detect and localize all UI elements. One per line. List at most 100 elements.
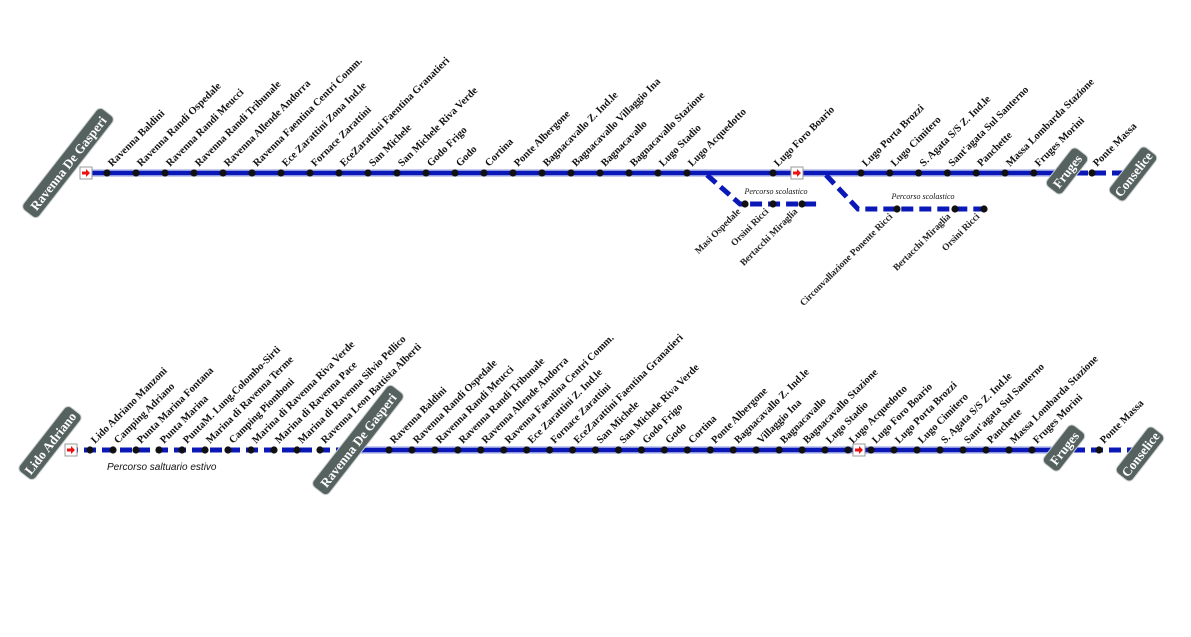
- stop-marker[interactable]: [422, 169, 430, 177]
- branch-stop-label: Circonvallazione Ponente Ricci: [799, 212, 896, 309]
- stop-marker[interactable]: [1095, 446, 1103, 454]
- stop-marker[interactable]: [769, 200, 777, 208]
- stop-marker[interactable]: [248, 169, 256, 177]
- stop-marker[interactable]: [943, 169, 952, 177]
- stop-marker[interactable]: [509, 169, 517, 177]
- stop-marker[interactable]: [277, 169, 285, 177]
- stop-marker[interactable]: [569, 446, 577, 454]
- stop-marker[interactable]: [538, 169, 546, 177]
- stop-marker[interactable]: [270, 446, 278, 454]
- stop-marker[interactable]: [431, 446, 439, 454]
- stop-marker[interactable]: [190, 169, 198, 177]
- stop-marker[interactable]: [393, 169, 401, 177]
- stop-marker[interactable]: [224, 446, 232, 454]
- stop-marker[interactable]: [915, 169, 923, 177]
- stop-marker[interactable]: [936, 446, 944, 454]
- stop-marker[interactable]: [798, 200, 806, 208]
- stop-marker[interactable]: [1001, 169, 1009, 177]
- stop-marker[interactable]: [660, 446, 669, 454]
- branch-stop-label: Bertacchi Miraglia: [739, 207, 801, 269]
- terminal-badge-destination-bottom[interactable]: Conselice: [1114, 425, 1165, 483]
- branch-2-note: Percorso scolastico: [890, 192, 954, 201]
- stop-marker[interactable]: [1088, 169, 1096, 177]
- stop-marker[interactable]: [982, 446, 990, 454]
- stop-marker[interactable]: [1005, 446, 1013, 454]
- stop-marker[interactable]: [821, 446, 829, 454]
- stop-label: Massa Lombarda Stazione: [1008, 354, 1101, 447]
- stop-marker[interactable]: [109, 446, 117, 454]
- direction-arrow-icon: [790, 166, 804, 180]
- terminal-badge-origin-bottom-bg: [18, 406, 82, 480]
- stop-marker[interactable]: [951, 205, 959, 213]
- stop-marker[interactable]: [706, 446, 714, 454]
- stop-marker[interactable]: [654, 169, 662, 177]
- stop-marker[interactable]: [913, 446, 921, 454]
- arrow-glyph: [855, 446, 863, 454]
- terminal-badge-origin-label: Ravenna De Gasperi: [27, 113, 110, 213]
- stop-marker[interactable]: [637, 446, 646, 454]
- stop-marker[interactable]: [335, 169, 343, 177]
- stop-marker[interactable]: [132, 446, 140, 454]
- stop-marker[interactable]: [451, 169, 459, 177]
- stop-marker[interactable]: [980, 205, 988, 213]
- stop-marker[interactable]: [306, 169, 314, 177]
- stop-marker[interactable]: [1028, 446, 1036, 454]
- stop-marker[interactable]: [293, 446, 301, 454]
- stop-marker[interactable]: [500, 446, 508, 454]
- stop-marker[interactable]: [886, 169, 894, 177]
- stop-marker[interactable]: [364, 169, 372, 177]
- stop-marker[interactable]: [178, 446, 186, 454]
- branch-1-line: [705, 173, 822, 207]
- terminal-badge-origin-bottom-label: Lido Adriano: [21, 409, 79, 477]
- stop-marker[interactable]: [523, 446, 531, 454]
- stop-marker[interactable]: [625, 169, 633, 177]
- stop-marker[interactable]: [844, 446, 852, 454]
- seasonal-note: Percorso saltuario estivo: [107, 462, 217, 473]
- stop-marker[interactable]: [614, 446, 623, 454]
- stop-marker[interactable]: [596, 169, 604, 177]
- stop-marker[interactable]: [454, 446, 462, 454]
- stop-marker[interactable]: [477, 446, 485, 454]
- stop-marker[interactable]: [798, 446, 806, 454]
- stop-marker[interactable]: [683, 446, 691, 454]
- stop-marker[interactable]: [867, 446, 875, 454]
- terminal-badge-origin[interactable]: Ravenna De Gasperi: [21, 106, 116, 219]
- stop-label: Godo: [454, 144, 479, 169]
- stop-marker[interactable]: [729, 446, 737, 454]
- stop-marker[interactable]: [893, 205, 901, 213]
- arrow-glyph: [793, 169, 801, 177]
- stop-marker[interactable]: [741, 200, 749, 208]
- stop-marker[interactable]: [567, 169, 575, 177]
- stop-marker[interactable]: [890, 446, 898, 454]
- branch-1-note: Percorso scolastico: [743, 187, 807, 196]
- stop-marker[interactable]: [201, 446, 209, 454]
- stop-marker[interactable]: [247, 446, 255, 454]
- stop-marker[interactable]: [546, 446, 554, 454]
- stop-marker[interactable]: [86, 446, 94, 454]
- stop-marker[interactable]: [480, 169, 488, 177]
- stop-label: Lugo Foro Boario: [772, 105, 837, 170]
- stop-marker[interactable]: [219, 169, 227, 177]
- stop-marker[interactable]: [1030, 169, 1038, 177]
- arrow-glyph: [82, 169, 90, 177]
- stop-marker[interactable]: [385, 446, 393, 454]
- stop-marker[interactable]: [155, 446, 163, 454]
- stop-marker[interactable]: [591, 446, 600, 454]
- stop-marker[interactable]: [769, 169, 777, 177]
- stop-label: Lugo Cimitero: [889, 115, 943, 169]
- terminal-badge-origin-bottom[interactable]: Lido Adriano: [17, 405, 83, 482]
- stop-marker[interactable]: [857, 169, 865, 177]
- stop-marker[interactable]: [972, 169, 980, 177]
- stop-marker[interactable]: [959, 446, 967, 454]
- stop-marker[interactable]: [408, 446, 416, 454]
- stop-marker[interactable]: [752, 446, 760, 454]
- stop-marker[interactable]: [161, 169, 169, 177]
- stop-marker[interactable]: [775, 446, 783, 454]
- stop-marker[interactable]: [683, 169, 691, 177]
- stop-marker[interactable]: [316, 446, 324, 454]
- stop-marker[interactable]: [132, 169, 140, 177]
- terminal-badge-fruges-bottom-bg: [1042, 424, 1086, 472]
- terminal-badge-fruges-bg: [1045, 147, 1089, 195]
- stop-marker[interactable]: [103, 169, 111, 177]
